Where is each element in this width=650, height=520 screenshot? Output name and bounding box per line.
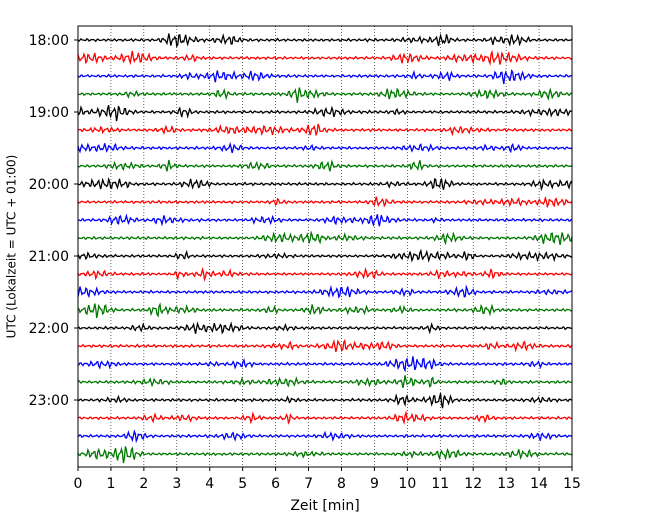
seismogram-trace xyxy=(77,338,573,353)
plot-frame xyxy=(77,25,573,468)
seismogram-trace xyxy=(77,213,573,228)
x-tick-label: 1 xyxy=(106,476,115,492)
seismogram-trace xyxy=(77,159,573,172)
y-axis-label: UTC (Lokalzeit = UTC + 01:00) xyxy=(5,155,19,339)
x-axis-ticks: 0 1 2 3 4 5 6 7 8 9 10 11 12 13 14 15 xyxy=(74,467,581,492)
seismogram-trace xyxy=(77,429,573,444)
x-tick-label: 4 xyxy=(205,476,214,492)
seismogram-trace xyxy=(77,68,573,85)
seismogram-trace xyxy=(77,49,573,66)
x-tick-label: 7 xyxy=(304,476,313,492)
y-tick-label: 20:00 xyxy=(29,177,69,193)
seismogram-trace xyxy=(77,87,573,103)
x-tick-label: 14 xyxy=(530,476,548,492)
x-axis-label: Zeit [min] xyxy=(290,498,359,514)
y-axis-ticks: 18:00 19:00 20:00 21:00 22:00 23:00 xyxy=(29,33,78,409)
seismogram-trace xyxy=(77,302,573,319)
x-tick-label: 2 xyxy=(139,476,148,492)
x-tick-label: 8 xyxy=(337,476,346,492)
x-tick-label: 12 xyxy=(464,476,482,492)
seismogram-trace xyxy=(77,375,573,388)
seismogram-trace xyxy=(77,446,573,464)
seismogram-trace xyxy=(77,266,573,282)
y-tick-label: 19:00 xyxy=(29,105,69,121)
x-tick-label: 15 xyxy=(563,476,581,492)
y-tick-label: 18:00 xyxy=(29,33,69,49)
seismogram-trace xyxy=(77,248,573,263)
x-tick-label: 0 xyxy=(74,476,83,492)
y-tick-label: 22:00 xyxy=(29,321,69,337)
x-tick-label: 5 xyxy=(238,476,247,492)
seismogram-trace xyxy=(77,123,573,137)
seismogram-trace xyxy=(77,195,573,209)
x-tick-label: 10 xyxy=(398,476,416,492)
x-tick-label: 11 xyxy=(431,476,449,492)
x-tick-label: 9 xyxy=(370,476,379,492)
seismogram-trace xyxy=(77,176,573,192)
seismogram-trace xyxy=(77,393,573,409)
y-tick-label: 23:00 xyxy=(29,393,69,409)
seismogram-traces xyxy=(77,32,573,464)
x-tick-label: 3 xyxy=(172,476,181,492)
x-tick-label: 13 xyxy=(497,476,515,492)
seismogram-trace xyxy=(77,356,573,373)
x-tick-label: 6 xyxy=(271,476,280,492)
seismogram-trace xyxy=(77,410,573,425)
seismogram-trace xyxy=(77,230,573,246)
seismogram-trace xyxy=(77,32,573,49)
seismogram-trace xyxy=(77,321,573,335)
seismogram-trace xyxy=(77,141,573,154)
y-tick-label: 21:00 xyxy=(29,249,69,265)
seismogram-trace xyxy=(77,105,573,122)
seismogram-trace xyxy=(77,284,573,299)
